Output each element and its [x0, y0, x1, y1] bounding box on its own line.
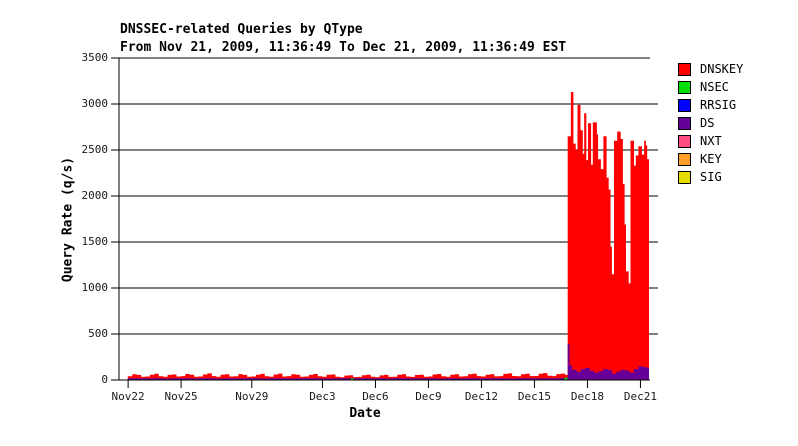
legend-swatch-nsec — [678, 80, 691, 94]
legend-swatch-nxt — [678, 134, 691, 148]
series-blip-nsec — [564, 377, 568, 380]
chart-title: DNSSEC-related Queries by QType — [120, 22, 363, 37]
legend-swatch-rrsig — [678, 98, 691, 112]
y-tick-label-2500: 2500 — [81, 143, 109, 156]
series-area-dnskey — [127, 92, 650, 380]
legend-swatch-key — [678, 152, 691, 166]
x-tick-label-Nov29: Nov29 — [235, 390, 269, 403]
legend-swatch-dnskey — [678, 62, 691, 76]
legend-label-key: KEY — [700, 151, 722, 166]
x-tick-label-Dec12: Dec12 — [464, 390, 498, 403]
legend-item-nxt: NXT — [678, 132, 743, 150]
x-tick-label-Dec15: Dec15 — [517, 390, 551, 403]
y-tick-label-500: 500 — [88, 327, 108, 340]
x-tick-label-Dec18: Dec18 — [570, 390, 604, 403]
legend-item-ds: DS — [678, 114, 743, 132]
legend-item-dnskey: DNSKEY — [678, 60, 743, 78]
legend-label-ds: DS — [700, 115, 715, 130]
y-tick-label-3000: 3000 — [81, 97, 109, 110]
legend-label-sig: SIG — [700, 169, 722, 184]
y-tick-label-1500: 1500 — [81, 235, 109, 248]
y-tick-label-1000: 1000 — [81, 281, 109, 294]
x-tick-label-Nov25: Nov25 — [164, 390, 198, 403]
x-tick-label-Dec9: Dec9 — [415, 390, 442, 403]
y-tick-label-2000: 2000 — [81, 189, 109, 202]
y-tick-label-0: 0 — [101, 373, 108, 386]
legend-label-rrsig: RRSIG — [700, 97, 737, 112]
x-tick-label-Dec6: Dec6 — [362, 390, 389, 403]
x-tick-label-Dec3: Dec3 — [309, 390, 336, 403]
x-tick-label-Nov22: Nov22 — [111, 390, 145, 403]
series-area-ds — [127, 344, 650, 380]
legend-item-key: KEY — [678, 150, 743, 168]
legend: DNSKEY NSEC RRSIG DS NXT KEY SIG — [678, 60, 743, 186]
legend-label-dnskey: DNSKEY — [700, 61, 744, 76]
legend-label-nsec: NSEC — [700, 79, 729, 94]
x-axis-title: Date — [349, 406, 381, 421]
legend-item-nsec: NSEC — [678, 78, 743, 96]
series-blip-nsec — [350, 378, 354, 380]
legend-swatch-ds — [678, 116, 691, 130]
x-tick-label-Dec21: Dec21 — [623, 390, 657, 403]
legend-swatch-sig — [678, 170, 691, 184]
chart-subtitle: From Nov 21, 2009, 11:36:49 To Dec 21, 2… — [120, 40, 567, 55]
legend-item-sig: SIG — [678, 168, 743, 186]
legend-label-nxt: NXT — [700, 133, 722, 148]
legend-item-rrsig: RRSIG — [678, 96, 743, 114]
y-tick-label-3500: 3500 — [81, 51, 109, 64]
